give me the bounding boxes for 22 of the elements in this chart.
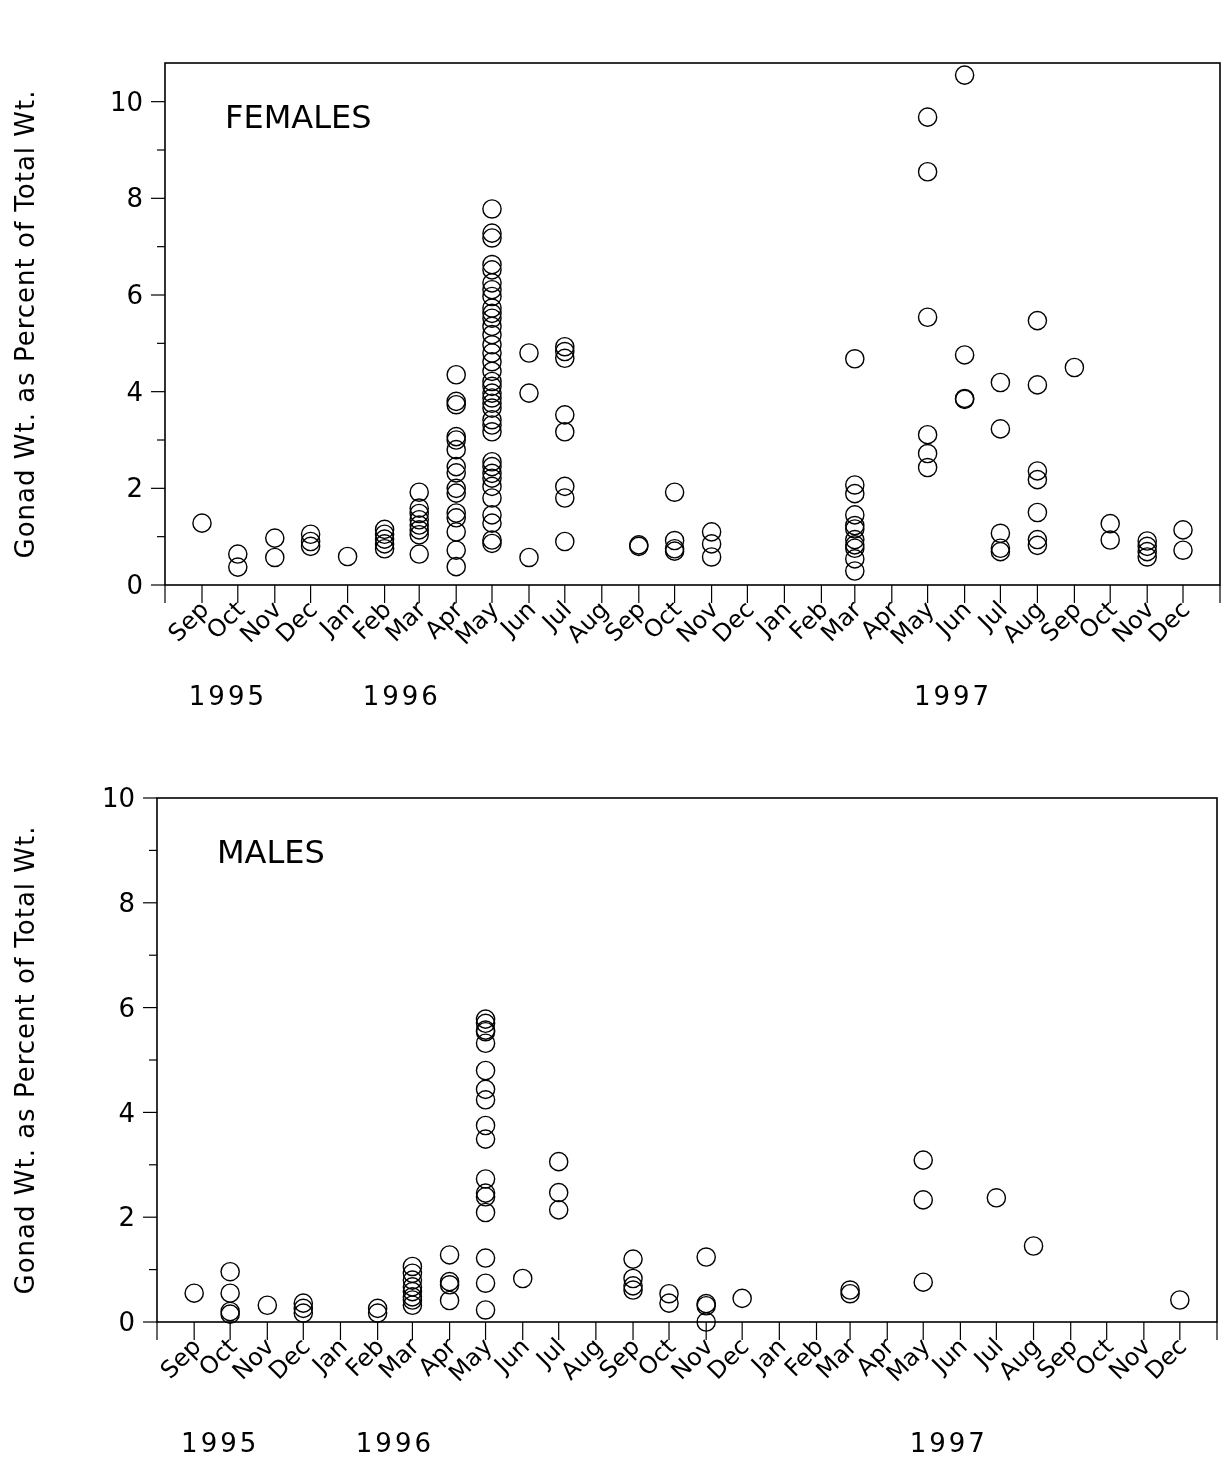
- y-tick-label: 10: [101, 783, 135, 814]
- text: 1996: [355, 1428, 434, 1458]
- text: 1997: [913, 681, 993, 711]
- y-tick-label: 2: [118, 1202, 135, 1233]
- y-tick-label: 4: [126, 376, 143, 407]
- y-tick-label: 6: [118, 992, 135, 1023]
- y-tick-label: 0: [118, 1307, 135, 1338]
- y-tick-label: 10: [109, 86, 143, 117]
- y-tick-label: 2: [126, 473, 143, 504]
- y-tick-label: 6: [126, 280, 143, 311]
- text: FEMALES: [225, 98, 372, 136]
- y-tick-label: 4: [118, 1097, 135, 1128]
- y-axis-title: Gonad Wt. as Percent of Total Wt.: [10, 89, 40, 559]
- y-tick-label: 0: [126, 570, 143, 601]
- text: 1997: [909, 1428, 988, 1458]
- text: MALES: [217, 833, 325, 871]
- y-axis-title: Gonad Wt. as Percent of Total Wt.: [10, 825, 40, 1295]
- text: 1995: [181, 1428, 260, 1458]
- text: 1995: [188, 681, 267, 711]
- y-tick-label: 8: [118, 887, 135, 918]
- y-tick-label: 8: [126, 183, 143, 214]
- text: 1996: [362, 681, 441, 711]
